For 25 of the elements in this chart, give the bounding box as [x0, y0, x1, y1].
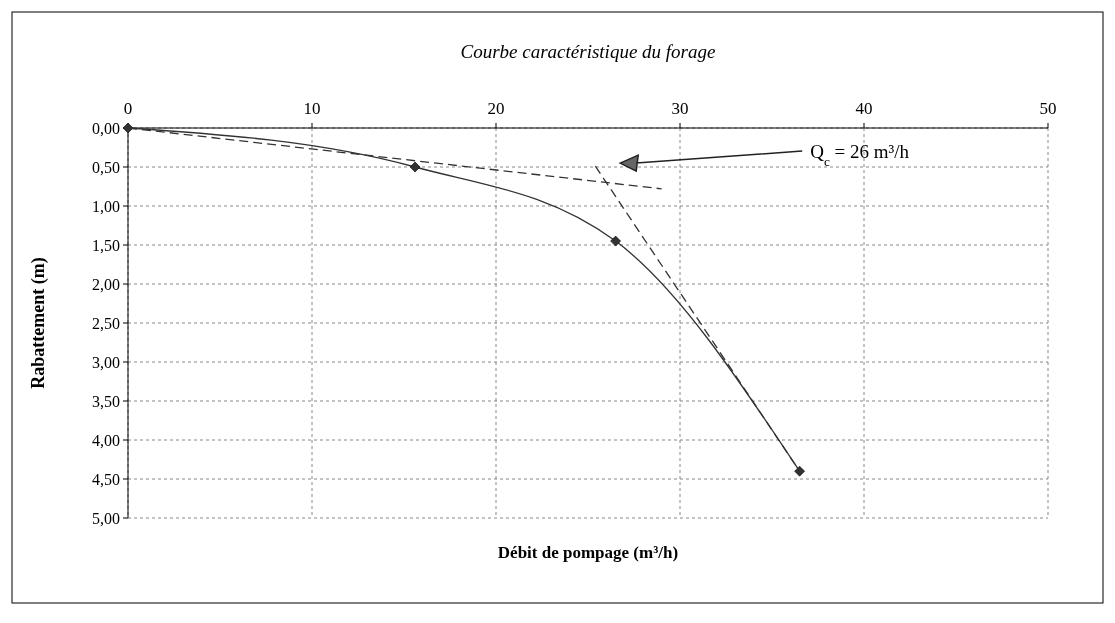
y-tick-label: 4,50: [92, 470, 120, 488]
point: [610, 235, 621, 247]
y-tick-label: 3,50: [92, 392, 120, 410]
annotation: Q$_{c}$ = 26 m³/h: [810, 141, 910, 169]
y-tick-label: 3,00: [92, 353, 120, 371]
y-tick-label: 5,00: [92, 509, 120, 527]
x-tick-label: 0: [123, 99, 133, 118]
x-tick-label: 40: [855, 99, 873, 118]
y-tick-label: 4,00: [92, 431, 120, 449]
y-tick-label: 2,00: [92, 275, 120, 293]
y-tick-label: 1,50: [92, 236, 120, 254]
x-tick-label: 20: [487, 99, 505, 118]
y-tick-label: 0,50: [92, 158, 120, 176]
y-tick-label: 1,00: [92, 197, 120, 215]
x-axis-title: Débit de pompage (m³/h): [497, 543, 679, 562]
x-tick-label: 50: [1039, 99, 1057, 118]
chart-title: Courbe caractéristique du forage: [460, 41, 716, 62]
point: [794, 465, 805, 477]
x-tick-label: 10: [303, 99, 321, 118]
y-axis-title: Rabattement (m): [28, 257, 49, 389]
point: [122, 122, 134, 134]
y-tick-label: 2,50: [92, 314, 120, 332]
x-tick-label: 30: [671, 99, 689, 118]
y-tick-label: 0,00: [92, 119, 120, 137]
point: [409, 161, 421, 173]
